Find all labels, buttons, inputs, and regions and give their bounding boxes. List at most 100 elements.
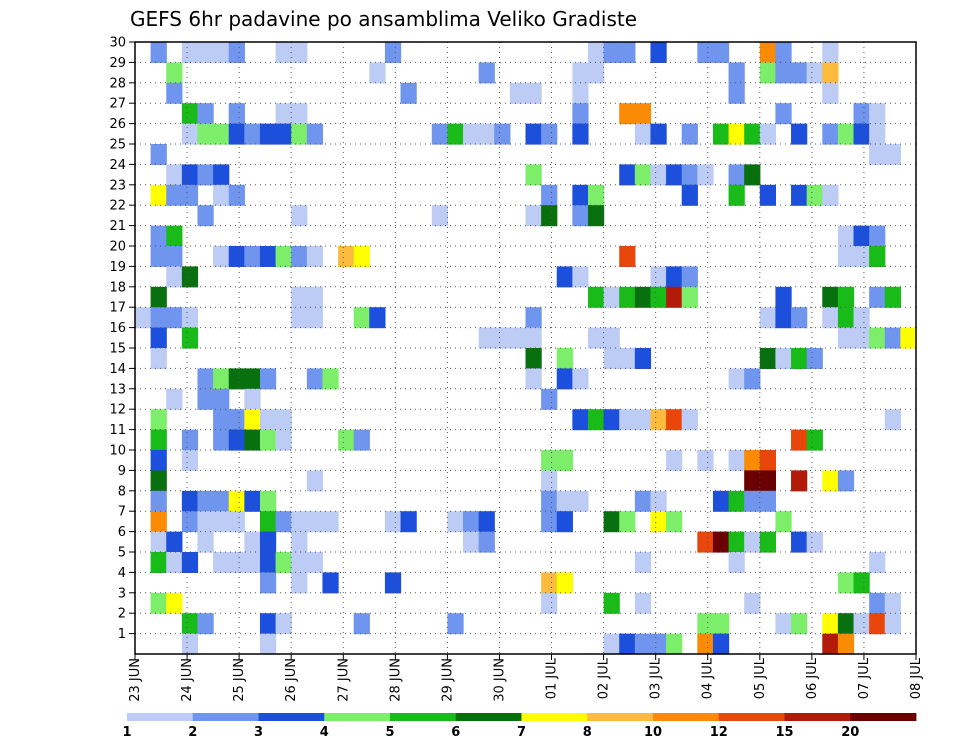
heatmap-cell: [697, 613, 714, 635]
y-tick-label: 13: [109, 382, 126, 397]
heatmap-cell: [541, 592, 558, 614]
heatmap-cell: [150, 531, 167, 553]
heatmap-cell: [291, 511, 308, 533]
heatmap-cell: [572, 123, 589, 145]
heatmap-cell: [728, 450, 745, 471]
heatmap-cell: [603, 511, 620, 533]
heatmap-cell: [197, 164, 214, 186]
heatmap-cell: [213, 246, 230, 267]
y-tick-label: 8: [118, 484, 126, 499]
heatmap-cell: [244, 429, 261, 451]
heatmap-cell: [494, 327, 511, 349]
heatmap-cell: [291, 246, 308, 267]
heatmap-cell: [744, 164, 761, 186]
heatmap-cell: [806, 429, 823, 451]
heatmap-cell: [541, 490, 558, 512]
heatmap-cell: [306, 511, 324, 533]
heatmap-cell: [384, 572, 402, 594]
heatmap-cell: [213, 490, 230, 512]
heatmap-cell: [822, 307, 839, 329]
heatmap-cell: [666, 511, 683, 533]
heatmap-cell: [869, 592, 886, 614]
heatmap-cell: [759, 42, 777, 63]
heatmap-cell: [150, 592, 167, 614]
heatmap-cell: [181, 490, 199, 512]
heatmap-cell: [837, 225, 855, 247]
heatmap-cell: [166, 225, 183, 247]
heatmap-cell: [259, 613, 277, 635]
heatmap-cell: [259, 246, 277, 267]
heatmap-cell: [697, 164, 714, 186]
heatmap-cell: [634, 409, 652, 431]
heatmap-cell: [213, 368, 230, 390]
heatmap-cell: [150, 490, 167, 512]
heatmap-cell: [150, 409, 167, 431]
heatmap-cell: [228, 429, 245, 451]
heatmap-cell: [775, 42, 792, 63]
x-tick-label: 07 JUL: [857, 657, 872, 699]
heatmap-cell: [869, 613, 886, 635]
heatmap-cell: [150, 184, 167, 206]
heatmap-cell: [587, 409, 605, 431]
heatmap-cell: [634, 552, 652, 573]
heatmap-cell: [213, 388, 230, 410]
heatmap-cell: [744, 592, 761, 614]
heatmap-cell: [884, 409, 901, 431]
heatmap-cell: [463, 511, 480, 533]
heatmap-cell: [853, 103, 870, 125]
heatmap-cell: [619, 286, 636, 308]
colorbar-swatch: [653, 713, 720, 721]
colorbar-swatch: [718, 713, 785, 721]
heatmap-cell: [822, 82, 839, 104]
heatmap-cell: [541, 123, 558, 145]
heatmap-cell: [634, 633, 652, 655]
heatmap-cell: [291, 286, 308, 308]
x-tick-label: 03 JUL: [649, 657, 664, 699]
heatmap-cell: [572, 266, 589, 288]
heatmap-cell: [213, 552, 230, 573]
colorbar-label: 10: [644, 725, 662, 740]
heatmap-cell: [666, 409, 683, 431]
x-tick-label: 25 JUN: [232, 658, 247, 702]
y-tick-label: 3: [118, 586, 126, 601]
heatmap-cell: [166, 531, 183, 553]
heatmap-cell: [541, 450, 558, 471]
heatmap-cell: [228, 184, 245, 206]
heatmap-cell: [837, 633, 855, 655]
heatmap-cell: [869, 286, 886, 308]
heatmap-cell: [634, 103, 652, 125]
heatmap-cell: [431, 123, 448, 145]
heatmap-cell: [556, 368, 573, 390]
heatmap-cell: [291, 103, 308, 125]
x-tick-label: 23 JUN: [128, 658, 143, 702]
heatmap-cell: [259, 552, 277, 573]
heatmap-cell: [837, 613, 855, 635]
heatmap-cell: [181, 450, 199, 471]
heatmap-cell: [228, 490, 245, 512]
heatmap-cell: [197, 42, 214, 63]
heatmap-cell: [181, 184, 199, 206]
colorbar-label: 5: [385, 725, 394, 740]
heatmap-cell: [181, 164, 199, 186]
heatmap-cell: [181, 123, 199, 145]
heatmap-cell: [884, 613, 901, 635]
heatmap-cell: [509, 327, 527, 349]
heatmap-cell: [228, 246, 245, 267]
heatmap-cell: [541, 184, 558, 206]
heatmap-cell: [244, 490, 261, 512]
y-tick-label: 28: [109, 76, 126, 91]
heatmap-cell: [681, 266, 698, 288]
heatmap-cell: [728, 62, 745, 84]
colorbar-swatch: [587, 713, 654, 721]
heatmap-cell: [478, 123, 495, 145]
heatmap-cell: [244, 388, 261, 410]
y-tick-label: 2: [118, 607, 126, 622]
heatmap-cell: [525, 307, 542, 329]
heatmap-cell: [447, 123, 464, 145]
y-tick-label: 24: [109, 158, 126, 173]
heatmap-cell: [619, 409, 636, 431]
heatmap-cell: [166, 62, 183, 84]
heatmap-cell: [400, 511, 417, 533]
heatmap-cell: [666, 286, 683, 308]
heatmap-cell: [228, 123, 245, 145]
